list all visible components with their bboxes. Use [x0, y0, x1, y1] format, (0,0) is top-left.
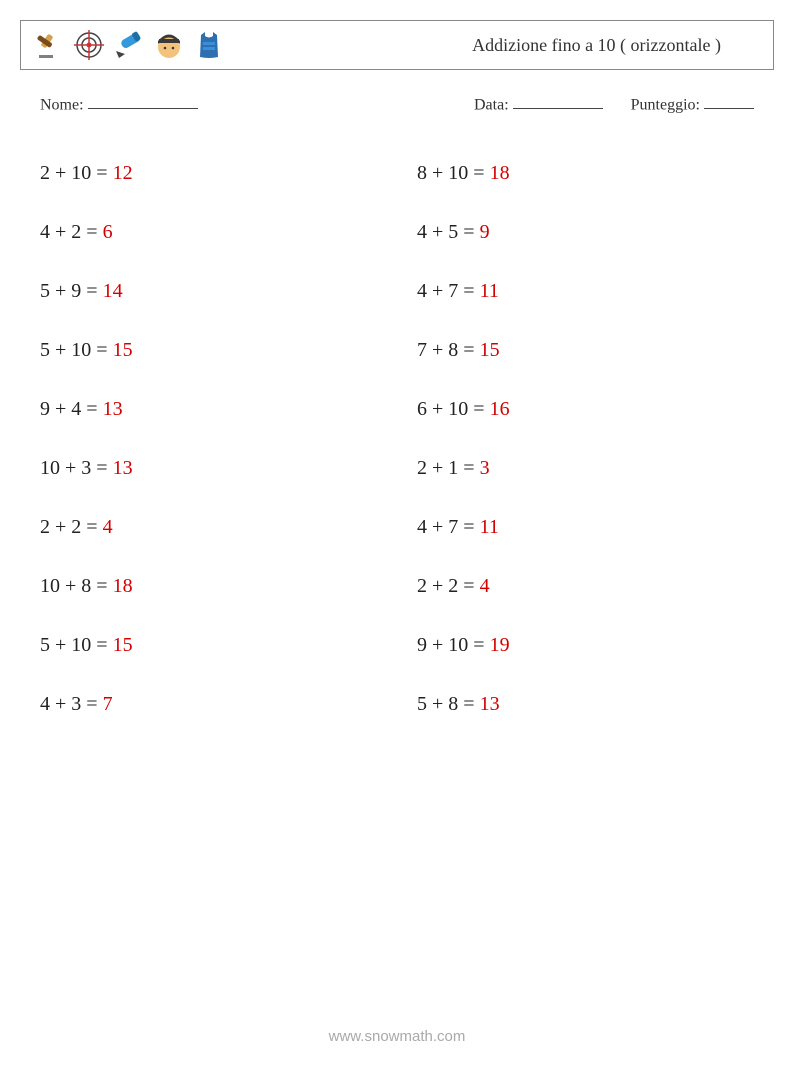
problem-equation: 10 + 3 = [40, 457, 113, 479]
problem-equation: 4 + 5 = [417, 221, 480, 243]
problem-answer: 11 [480, 516, 499, 538]
problem-equation: 9 + 4 = [40, 398, 103, 420]
problem-equation: 2 + 10 = [40, 162, 113, 184]
icon-row [33, 29, 225, 61]
meta-score: Punteggio: [631, 94, 754, 114]
problem-equation: 7 + 8 = [417, 339, 480, 361]
problem-equation: 4 + 7 = [417, 280, 480, 302]
footer-url: www.snowmath.com [0, 1028, 794, 1045]
problem-answer: 18 [113, 575, 133, 597]
problem-row: 2 + 1 = 3 [417, 457, 754, 480]
problem-answer: 15 [480, 339, 500, 361]
problem-row: 4 + 3 = 7 [40, 693, 377, 716]
problems-grid: 2 + 10 = 12 4 + 2 = 6 5 + 9 = 14 5 + 10 = 1… [40, 144, 754, 734]
problem-answer: 13 [113, 457, 133, 479]
problem-answer: 15 [113, 339, 133, 361]
problem-row: 6 + 10 = 16 [417, 398, 754, 421]
problem-row: 2 + 10 = 12 [40, 162, 377, 185]
problem-row: 2 + 2 = 4 [40, 516, 377, 539]
problem-equation: 4 + 3 = [40, 693, 103, 715]
problem-answer: 9 [480, 221, 490, 243]
name-blank [88, 94, 198, 109]
meta-date: Data: [474, 94, 603, 114]
problems-column-left: 2 + 10 = 12 4 + 2 = 6 5 + 9 = 14 5 + 10 = 1… [40, 144, 377, 734]
problem-equation: 2 + 2 = [417, 575, 480, 597]
problem-row: 9 + 10 = 19 [417, 634, 754, 657]
gavel-icon [33, 29, 65, 61]
score-label: Punteggio: [631, 96, 700, 113]
problem-answer: 14 [103, 280, 123, 302]
problem-answer: 19 [490, 634, 510, 656]
target-icon [73, 29, 105, 61]
problem-row: 4 + 7 = 11 [417, 516, 754, 539]
problem-row: 10 + 8 = 18 [40, 575, 377, 598]
face-icon [153, 29, 185, 61]
problem-equation: 10 + 8 = [40, 575, 113, 597]
problem-answer: 3 [480, 457, 490, 479]
problem-answer: 12 [113, 162, 133, 184]
meta-row: Nome: Data: Punteggio: [40, 94, 754, 114]
problem-equation: 9 + 10 = [417, 634, 490, 656]
problem-answer: 16 [490, 398, 510, 420]
pencil-icon [113, 29, 145, 61]
problem-row: 5 + 10 = 15 [40, 634, 377, 657]
problem-equation: 5 + 8 = [417, 693, 480, 715]
problem-row: 4 + 2 = 6 [40, 221, 377, 244]
date-label: Data: [474, 96, 509, 113]
problem-equation: 4 + 2 = [40, 221, 103, 243]
problem-row: 9 + 4 = 13 [40, 398, 377, 421]
date-blank [513, 94, 603, 109]
problem-answer: 13 [480, 693, 500, 715]
problem-equation: 5 + 10 = [40, 339, 113, 361]
problems-column-right: 8 + 10 = 18 4 + 5 = 9 4 + 7 = 11 7 + 8 = 15… [417, 144, 754, 734]
problem-answer: 6 [103, 221, 113, 243]
problem-answer: 7 [103, 693, 113, 715]
problem-answer: 4 [103, 516, 113, 538]
problem-equation: 2 + 2 = [40, 516, 103, 538]
problem-row: 7 + 8 = 15 [417, 339, 754, 362]
problem-row: 8 + 10 = 18 [417, 162, 754, 185]
name-label: Nome: [40, 96, 84, 113]
problem-answer: 15 [113, 634, 133, 656]
problem-equation: 5 + 10 = [40, 634, 113, 656]
problem-answer: 13 [103, 398, 123, 420]
worksheet-title: Addizione fino a 10 ( orizzontale ) [472, 35, 761, 56]
problem-answer: 4 [480, 575, 490, 597]
problem-row: 10 + 3 = 13 [40, 457, 377, 480]
problem-equation: 8 + 10 = [417, 162, 490, 184]
problem-equation: 2 + 1 = [417, 457, 480, 479]
problem-row: 5 + 9 = 14 [40, 280, 377, 303]
vest-icon [193, 29, 225, 61]
problem-row: 5 + 8 = 13 [417, 693, 754, 716]
problem-answer: 18 [490, 162, 510, 184]
problem-row: 2 + 2 = 4 [417, 575, 754, 598]
meta-name: Nome: [40, 94, 198, 114]
problem-equation: 4 + 7 = [417, 516, 480, 538]
problem-row: 4 + 5 = 9 [417, 221, 754, 244]
problem-equation: 6 + 10 = [417, 398, 490, 420]
problem-row: 4 + 7 = 11 [417, 280, 754, 303]
problem-equation: 5 + 9 = [40, 280, 103, 302]
problem-row: 5 + 10 = 15 [40, 339, 377, 362]
header-box: Addizione fino a 10 ( orizzontale ) [20, 20, 774, 70]
score-blank [704, 94, 754, 109]
problem-answer: 11 [480, 280, 499, 302]
